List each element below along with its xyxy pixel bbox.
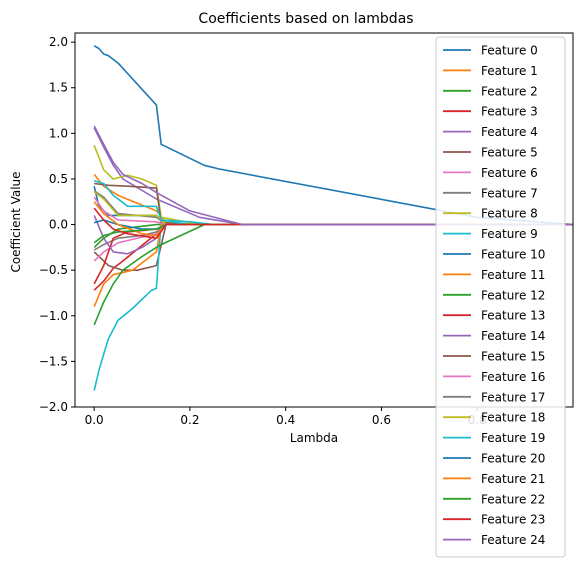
- y-tick-label: 0.5: [49, 172, 68, 186]
- legend-label: Feature 2: [481, 84, 538, 98]
- legend-label: Feature 14: [481, 329, 545, 343]
- legend-label: Feature 10: [481, 248, 545, 262]
- y-tick-label: −0.5: [39, 263, 68, 277]
- legend-label: Feature 5: [481, 146, 538, 160]
- y-tick-label: −2.0: [39, 400, 68, 414]
- x-tick-label: 0.0: [85, 413, 104, 427]
- x-tick-label: 0.2: [180, 413, 199, 427]
- legend-label: Feature 13: [481, 309, 545, 323]
- y-tick-label: −1.5: [39, 354, 68, 368]
- x-axis-label: Lambda: [290, 431, 338, 445]
- y-tick-label: 1.0: [49, 126, 68, 140]
- series-line-0: [93, 45, 573, 226]
- series-line-9: [93, 219, 573, 391]
- x-axis: 0.00.20.40.60.8: [85, 407, 487, 427]
- y-axis: −2.0 −1.5 −1.0 −0.5 0.0 0.5 1.0 1.5 2.0: [39, 35, 75, 414]
- y-tick-label: 0.0: [49, 218, 68, 232]
- legend-label: Feature 15: [481, 350, 545, 364]
- legend: Feature 0 Feature 1 Feature 2 Feature 3 Feat…: [435, 36, 566, 558]
- legend-label: Feature 6: [481, 166, 538, 180]
- legend-label: Feature 1: [481, 64, 538, 78]
- legend-label: Feature 21: [481, 472, 545, 486]
- series-line-24: [93, 125, 573, 226]
- axes-frame: [74, 32, 574, 408]
- series-line-11: [93, 223, 573, 308]
- legend-label: Feature 18: [481, 411, 545, 425]
- plot-lines: [93, 45, 573, 391]
- legend-label: Feature 23: [481, 513, 545, 527]
- legend-label: Feature 19: [481, 431, 545, 445]
- legend-box: [435, 36, 566, 558]
- legend-label: Feature 17: [481, 390, 545, 404]
- legend-label: Feature 20: [481, 452, 545, 466]
- y-axis-label: Coefficient Value: [9, 171, 23, 272]
- legend-label: Feature 16: [481, 370, 545, 384]
- series-line-23: [93, 207, 573, 239]
- y-tick-label: −1.0: [39, 309, 68, 323]
- x-tick-label: 0.4: [276, 413, 295, 427]
- legend-label: Feature 9: [481, 227, 538, 241]
- legend-label: Feature 24: [481, 533, 545, 547]
- legend-label: Feature 3: [481, 105, 538, 119]
- x-tick-label: 0.6: [372, 413, 391, 427]
- legend-label: Feature 22: [481, 492, 545, 506]
- legend-label: Feature 7: [481, 186, 538, 200]
- legend-label: Feature 0: [481, 44, 538, 58]
- series-line-12: [93, 223, 573, 326]
- legend-label: Feature 12: [481, 288, 545, 302]
- chart-title: Coefficients based on lambdas: [198, 11, 413, 27]
- y-tick-label: 1.5: [49, 81, 68, 95]
- legend-label: Feature 8: [481, 207, 538, 221]
- y-tick-label: 2.0: [49, 35, 68, 49]
- legend-label: Feature 4: [481, 125, 538, 139]
- legend-label: Feature 11: [481, 268, 545, 282]
